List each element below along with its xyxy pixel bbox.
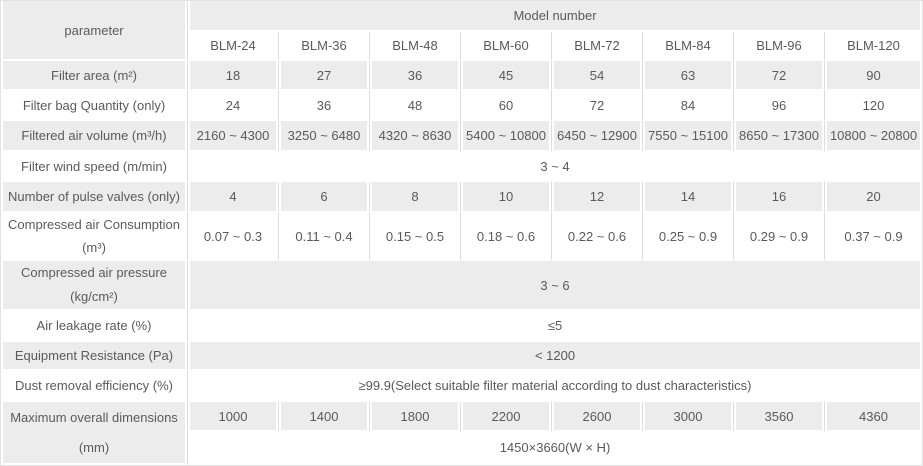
header-row-1: parameter Model number xyxy=(1,1,922,61)
header-row-2: BLM-24 BLM-36 BLM-48 BLM-60 BLM-72 BLM-8… xyxy=(1,32,922,61)
row-max-dimensions: Maximum overall dimensions (mm) 1000 140… xyxy=(1,402,922,465)
row-label-unit: (mm) xyxy=(78,439,110,455)
value-cell: 54 xyxy=(552,61,643,91)
row-dust-removal-efficiency: Dust removal efficiency (%) ≥99.9(Select… xyxy=(1,371,922,402)
model-header-cell: BLM-84 xyxy=(643,32,734,61)
value-cell: 24 xyxy=(188,91,279,121)
value-cell: 0.22 ~ 0.6 xyxy=(552,213,643,261)
span-value-cell: < 1200 xyxy=(188,342,922,371)
row-air-leakage-rate: Air leakage rate (%) ≤5 xyxy=(1,311,922,342)
value-cell: 2600 xyxy=(552,402,643,432)
row-filter-wind-speed: Filter wind speed (m/min) 3 ~ 4 xyxy=(1,152,922,182)
value-cell: 20 xyxy=(825,182,922,213)
row-label-unit: (m³) xyxy=(82,240,106,255)
row-label: Compressed air pressure (kg/cm²) xyxy=(1,261,188,311)
row-label-line: Maximum overall dimensions xyxy=(10,409,178,425)
value-cell: 0.11 ~ 0.4 xyxy=(279,213,370,261)
row-filter-bag-quantity: Filter bag Quantity (only) 24 36 48 60 7… xyxy=(1,91,922,121)
model-header-cell: BLM-96 xyxy=(734,32,825,61)
value-cell: 4320 ~ 8630 xyxy=(370,121,461,152)
value-cell: 72 xyxy=(734,61,825,91)
value-cell: 0.37 ~ 0.9 xyxy=(825,213,922,261)
value-cell: 1000 xyxy=(188,402,279,432)
value-cell: 4 xyxy=(188,182,279,213)
value-cell: 1800 xyxy=(370,402,461,432)
value-cell: 0.15 ~ 0.5 xyxy=(370,213,461,261)
value-cell: 6 xyxy=(279,182,370,213)
value-cell: 45 xyxy=(461,61,552,91)
value-cell: 8 xyxy=(370,182,461,213)
value-cell: 120 xyxy=(825,91,922,121)
value-cell: 0.07 ~ 0.3 xyxy=(188,213,279,261)
model-header-cell: BLM-72 xyxy=(552,32,643,61)
value-cell: 60 xyxy=(461,91,552,121)
value-cell: 3250 ~ 6480 xyxy=(279,121,370,152)
row-filtered-air-volume: Filtered air volume (m³/h) 2160 ~ 4300 3… xyxy=(1,121,922,152)
value-cell: 0.18 ~ 0.6 xyxy=(461,213,552,261)
value-cell: 3560 xyxy=(734,402,825,432)
value-cell: 3000 xyxy=(643,402,734,432)
row-label-line: Compressed air pressure xyxy=(21,265,167,280)
model-number-header-cell: Model number xyxy=(188,1,922,32)
row-label: Filtered air volume (m³/h) xyxy=(1,121,188,152)
span-value-cell: 1450×3660(W × H) xyxy=(188,432,922,465)
row-label: Filter area (m²) xyxy=(1,61,188,91)
row-label: Compressed air Consumption (m³) xyxy=(1,213,188,261)
model-header-cell: BLM-36 xyxy=(279,32,370,61)
value-cell: 2200 xyxy=(461,402,552,432)
value-cell: 0.25 ~ 0.9 xyxy=(643,213,734,261)
value-cell: 4360 xyxy=(825,402,922,432)
row-label: Equipment Resistance (Pa) xyxy=(1,342,188,371)
row-pulse-valves: Number of pulse valves (only) 4 6 8 10 1… xyxy=(1,182,922,213)
row-filter-area: Filter area (m²) 18 27 36 45 54 63 72 90 xyxy=(1,61,922,91)
value-cell: 84 xyxy=(643,91,734,121)
value-cell: 63 xyxy=(643,61,734,91)
value-cell: 72 xyxy=(552,91,643,121)
span-value-cell: 3 ~ 6 xyxy=(188,261,922,311)
value-cell: 2160 ~ 4300 xyxy=(188,121,279,152)
value-cell: 8650 ~ 17300 xyxy=(734,121,825,152)
span-value-cell: 3 ~ 4 xyxy=(188,152,922,182)
model-header-cell: BLM-24 xyxy=(188,32,279,61)
span-value-cell: ≥99.9(Select suitable filter material ac… xyxy=(188,371,922,402)
model-header-cell: BLM-60 xyxy=(461,32,552,61)
row-label-unit: (kg/cm²) xyxy=(70,289,118,304)
row-label: Maximum overall dimensions (mm) xyxy=(1,402,188,465)
row-label: Number of pulse valves (only) xyxy=(1,182,188,213)
row-compressed-air-pressure: Compressed air pressure (kg/cm²) 3 ~ 6 xyxy=(1,261,922,311)
value-cell: 90 xyxy=(825,61,922,91)
row-label-line: Compressed air Consumption xyxy=(8,217,180,232)
value-cell: 36 xyxy=(279,91,370,121)
model-header-cell: BLM-120 xyxy=(825,32,922,61)
value-cell: 36 xyxy=(370,61,461,91)
span-value-cell: ≤5 xyxy=(188,311,922,342)
value-cell: 14 xyxy=(643,182,734,213)
value-cell: 5400 ~ 10800 xyxy=(461,121,552,152)
row-label: Dust removal efficiency (%) xyxy=(1,371,188,402)
row-label: Filter wind speed (m/min) xyxy=(1,152,188,182)
value-cell: 1400 xyxy=(279,402,370,432)
parameter-header-cell: parameter xyxy=(1,1,188,61)
row-label: Filter bag Quantity (only) xyxy=(1,91,188,121)
value-cell: 16 xyxy=(734,182,825,213)
value-cell: 7550 ~ 15100 xyxy=(643,121,734,152)
value-cell: 10800 ~ 20800 xyxy=(825,121,922,152)
row-label: Air leakage rate (%) xyxy=(1,311,188,342)
model-header-cell: BLM-48 xyxy=(370,32,461,61)
value-cell: 48 xyxy=(370,91,461,121)
value-cell: 12 xyxy=(552,182,643,213)
value-cell: 18 xyxy=(188,61,279,91)
row-overall-dimensions: 1450×3660(W × H) xyxy=(1,432,922,465)
value-cell: 96 xyxy=(734,91,825,121)
value-cell: 10 xyxy=(461,182,552,213)
value-cell: 27 xyxy=(279,61,370,91)
row-equipment-resistance: Equipment Resistance (Pa) < 1200 xyxy=(1,342,922,371)
value-cell: 6450 ~ 12900 xyxy=(552,121,643,152)
row-compressed-air-consumption: Compressed air Consumption (m³) 0.07 ~ 0… xyxy=(1,213,922,261)
value-cell: 0.29 ~ 0.9 xyxy=(734,213,825,261)
